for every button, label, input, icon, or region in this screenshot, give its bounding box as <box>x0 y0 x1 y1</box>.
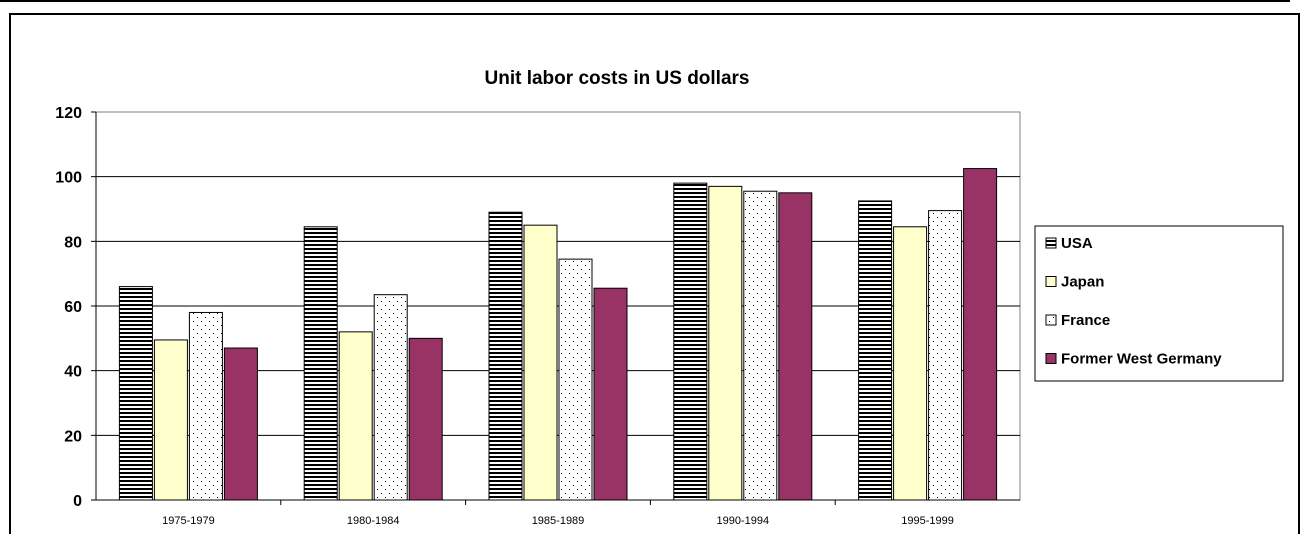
bar-france <box>928 210 963 501</box>
bar-france <box>558 258 593 501</box>
bar-usa <box>303 226 338 501</box>
chart-title: Unit labor costs in US dollars <box>485 68 750 89</box>
bars <box>118 168 998 501</box>
legend-swatch-former-west-germany <box>1045 353 1057 364</box>
x-tick-label: 1980-1984 <box>347 515 400 527</box>
bar-france <box>373 294 408 501</box>
y-axis-ticks: 0 20 40 60 80 100 120 <box>55 105 96 510</box>
bar-usa <box>673 182 708 501</box>
legend-label: Japan <box>1061 274 1104 291</box>
legend-swatch-japan <box>1045 276 1057 287</box>
bar-former-west-germany <box>593 287 628 501</box>
bar-japan <box>338 331 373 501</box>
bar-usa <box>488 211 523 501</box>
bar-former-west-germany <box>408 337 443 501</box>
bar-france <box>743 190 778 501</box>
bar-japan <box>708 185 743 501</box>
bar-japan <box>893 226 928 501</box>
y-tick-label: 20 <box>64 428 82 445</box>
x-axis-ticks: 1975-1979 1980-1984 1985-1989 1990-1994 1995… <box>162 500 954 527</box>
top-rule <box>0 0 1290 2</box>
bar-former-west-germany <box>778 192 813 501</box>
y-tick-label: 80 <box>64 234 82 251</box>
legend-label: France <box>1061 312 1110 329</box>
legend-box <box>1034 225 1284 382</box>
chart-border <box>9 13 1300 534</box>
bar-japan <box>153 339 188 501</box>
legend-label: Former West Germany <box>1061 351 1222 368</box>
x-tick-label: 1990-1994 <box>716 515 769 527</box>
y-tick-label: 40 <box>64 364 82 381</box>
bar-japan <box>523 224 558 501</box>
x-tick-label: 1975-1979 <box>162 515 215 527</box>
legend-swatch-france <box>1045 314 1057 326</box>
y-tick-label: 120 <box>55 105 82 122</box>
y-tick-label: 60 <box>64 299 82 316</box>
bar-former-west-germany <box>963 168 998 501</box>
legend: USA Japan France Former West Germany <box>1034 225 1284 382</box>
x-tick-label: 1995-1999 <box>901 515 954 527</box>
bar-former-west-germany <box>223 347 258 501</box>
x-tick-label: 1985-1989 <box>532 515 585 527</box>
legend-swatch-usa <box>1045 237 1057 249</box>
legend-label: USA <box>1061 235 1093 252</box>
y-tick-label: 100 <box>55 170 82 187</box>
y-tick-label: 0 <box>73 493 82 510</box>
bar-usa <box>858 200 893 501</box>
bar-usa <box>118 286 153 501</box>
bar-france <box>188 311 223 501</box>
